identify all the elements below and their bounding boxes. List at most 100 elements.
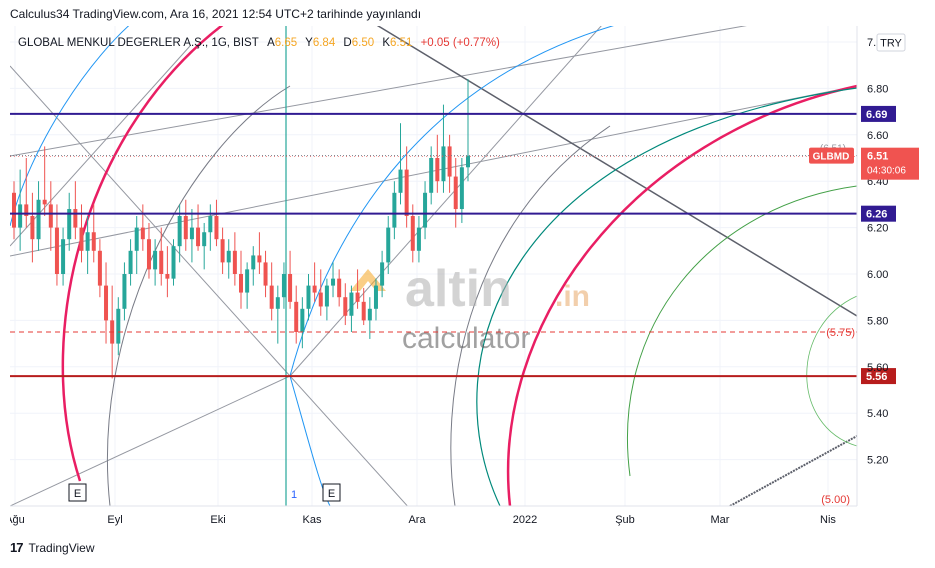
candle	[275, 285, 280, 344]
x-axis[interactable]: Ağu Eyl Eki Kas Ara 2022 Şub Mar Nis	[5, 514, 836, 526]
candle-body	[24, 204, 29, 216]
y-tick-label: 5.40	[867, 408, 888, 420]
candle-body	[331, 278, 336, 286]
candle-body	[263, 262, 268, 286]
plot-background	[10, 26, 857, 506]
chart-area[interactable]: altin .in calculator 6.69 6.26 5.56 (5.75)…	[5, 26, 922, 531]
candle	[97, 239, 102, 298]
candle	[146, 222, 151, 279]
earnings-marker[interactable]: E	[322, 483, 341, 502]
legend-high: 6.84	[313, 37, 336, 49]
candle	[373, 278, 378, 321]
split-marker[interactable]: 1	[291, 489, 297, 501]
gann-arc-green-small	[806, 295, 857, 447]
y-tick-label: 6.00	[867, 269, 888, 281]
level-value: 6.69	[866, 109, 887, 121]
candle	[42, 146, 47, 216]
candle-body	[288, 274, 293, 302]
candle-body	[18, 204, 23, 228]
footer-brand[interactable]: TradingView	[28, 540, 95, 555]
y-axis[interactable]: 5.205.405.605.806.006.206.406.606.807.00	[867, 37, 888, 467]
candle	[343, 283, 348, 326]
candle	[380, 250, 385, 298]
candle	[429, 146, 434, 205]
candle	[416, 216, 421, 263]
last-price-marker: GLBMD 6.51 04:30:06	[809, 147, 919, 180]
candle-body	[318, 292, 323, 307]
candle-body	[343, 297, 348, 316]
candle-body	[104, 285, 109, 321]
candle-body	[349, 292, 354, 316]
x-tick-label: Kas	[303, 514, 322, 526]
candle	[24, 158, 29, 228]
x-tick-label: Ara	[408, 514, 426, 526]
y-tick-label: 5.20	[867, 455, 888, 467]
earnings-marker-label: E	[328, 488, 335, 500]
candle-body	[441, 146, 446, 182]
candle-body	[42, 199, 47, 205]
candle	[361, 287, 366, 326]
support-trend-line	[729, 435, 857, 506]
candle-body	[128, 250, 133, 274]
legend-change: +0.05 (+0.77%)	[421, 37, 500, 49]
candle-body	[373, 285, 378, 309]
levels: 6.69 6.26 5.56	[10, 105, 896, 385]
gann-arc-red	[506, 84, 857, 506]
svg-text:GLOBAL MENKUL DEGERLER A.Ş., 1: GLOBAL MENKUL DEGERLER A.Ş., 1G, BIST A6…	[18, 37, 500, 49]
gann-line	[289, 26, 602, 377]
y-tick-label: 6.20	[867, 223, 888, 235]
gann-arc-gray	[450, 125, 611, 506]
candle-body	[239, 274, 243, 293]
gann-arc-teal	[476, 87, 857, 506]
candle-body	[140, 227, 145, 240]
candle-body	[153, 250, 158, 270]
y-tick-label: 6.80	[867, 83, 888, 95]
currency-label: TRY	[880, 38, 902, 50]
legend-open-label: A	[267, 37, 275, 49]
watermark-brand: altin	[405, 260, 512, 318]
candle	[288, 250, 293, 309]
candle-body	[306, 285, 311, 309]
x-tick-label: Eyl	[107, 514, 122, 526]
candle	[171, 239, 176, 286]
candle	[324, 278, 329, 321]
x-tick-label: Eki	[210, 514, 225, 526]
candle	[85, 216, 90, 274]
tradingview-logo-icon[interactable]: 17	[10, 540, 24, 555]
candle	[312, 262, 317, 302]
candle	[306, 274, 311, 321]
candle	[269, 262, 274, 321]
candle	[453, 158, 458, 228]
candle	[239, 250, 243, 309]
candle	[104, 262, 109, 344]
x-tick-label: Ağu	[10, 514, 25, 526]
grid	[10, 26, 857, 506]
y-tick-label: 6.60	[867, 130, 888, 142]
candle-body	[146, 239, 151, 270]
candle	[392, 181, 397, 240]
candle	[214, 199, 219, 247]
candle-body	[116, 308, 121, 344]
currency-badge[interactable]: TRY	[876, 33, 906, 52]
candle	[459, 158, 464, 223]
candle-body	[294, 301, 299, 332]
candle	[61, 227, 66, 286]
candle-body	[226, 250, 231, 263]
candle	[153, 239, 158, 286]
level-value: 5.56	[866, 371, 887, 383]
candle-body	[423, 192, 428, 228]
candle-body	[398, 169, 403, 193]
earnings-marker[interactable]: E	[68, 483, 87, 502]
candle-body	[36, 199, 41, 240]
candle-body	[251, 255, 256, 270]
legend: GLOBAL MENKUL DEGERLER A.Ş., 1G, BIST A6…	[18, 37, 500, 49]
candle	[367, 297, 372, 339]
legend-close-label: K	[382, 37, 390, 49]
candle	[196, 204, 201, 251]
candle-body	[410, 216, 415, 251]
candle-body	[447, 146, 452, 177]
candle	[447, 134, 452, 193]
candle-body	[429, 158, 434, 193]
price-chart[interactable]: altin .in calculator 6.69 6.26 5.56 (5.75)…	[5, 26, 922, 531]
candle-body	[134, 227, 139, 251]
